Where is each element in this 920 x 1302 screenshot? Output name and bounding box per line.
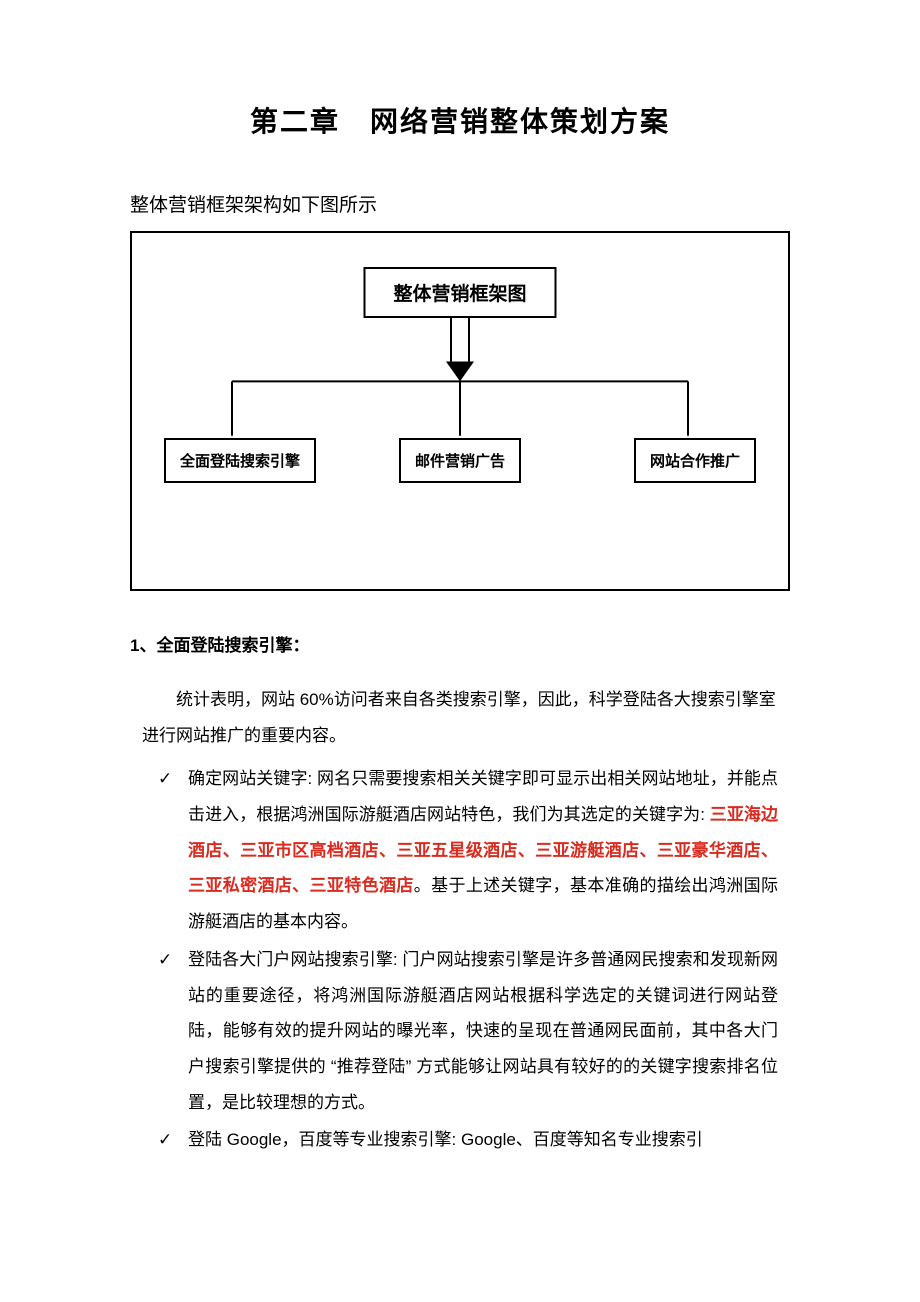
bullet-lead-text: 确定网站关键字: 网名只需要搜索相关关键字即可显示出相关网站地址，并能点击进入，… <box>188 769 778 824</box>
diagram-root-node: 整体营销框架图 <box>363 267 556 318</box>
diagram-child-node: 邮件营销广告 <box>399 438 521 483</box>
chapter-title: 第二章 网络营销整体策划方案 <box>130 100 790 140</box>
list-item: 登陆各大门户网站搜索引擎: 门户网站搜索引擎是许多普通网民搜索和发现新网站的重要… <box>158 942 778 1120</box>
intro-line: 整体营销框架架构如下图所示 <box>130 190 790 217</box>
bullet-list: 确定网站关键字: 网名只需要搜索相关关键字即可显示出相关网站地址，并能点击进入，… <box>158 761 778 1158</box>
diagram-frame: 整体营销框架图 全面登陆搜索引擎 邮件营销广告 网站合作推广 <box>130 231 790 591</box>
diagram-child-node: 全面登陆搜索引擎 <box>164 438 316 483</box>
section-heading: 1、全面登陆搜索引擎： <box>130 631 790 656</box>
list-item: 确定网站关键字: 网名只需要搜索相关关键字即可显示出相关网站地址，并能点击进入，… <box>158 761 778 939</box>
list-item: 登陆 Google，百度等专业搜索引擎: Google、百度等知名专业搜索引 <box>158 1122 778 1158</box>
section-intro-paragraph: 统计表明，网站 60%访问者来自各类搜索引擎，因此，科学登陆各大搜索引擎室进行网… <box>142 682 778 753</box>
diagram-child-node: 网站合作推广 <box>634 438 756 483</box>
